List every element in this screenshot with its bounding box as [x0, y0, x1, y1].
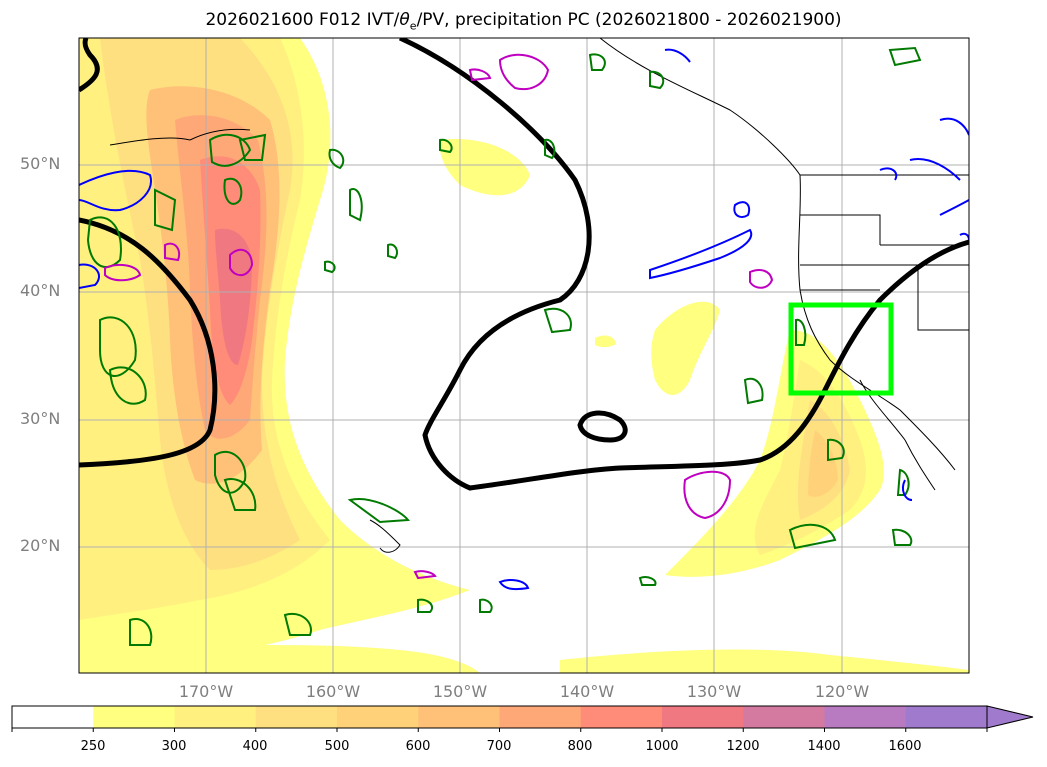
ivt-shading-north — [439, 139, 530, 196]
lat-label-40n: 40°N — [20, 281, 61, 300]
colorbar-tick-label: 1600 — [888, 739, 922, 754]
lon-label-140w: 140°W — [559, 682, 615, 701]
colorbar-segment — [580, 706, 663, 728]
lat-label-30n: 30°N — [20, 409, 61, 428]
map-frame-border — [78, 37, 970, 674]
colorbar-segment — [12, 706, 94, 728]
colorbar — [11, 705, 1034, 732]
colorbar-segment — [662, 706, 744, 728]
colorbar-tick-label: 250 — [80, 739, 106, 754]
colorbar-segment — [93, 706, 175, 728]
lat-label-50n: 50°N — [20, 154, 61, 173]
coastlines — [109, 38, 969, 553]
colorbar-tick-label: 1200 — [726, 739, 760, 754]
lon-label-150w: 150°W — [432, 682, 488, 701]
colorbar-segment — [174, 706, 257, 728]
lon-label-170w: 170°W — [178, 682, 234, 701]
highlight-region-box — [788, 302, 894, 396]
black-contours — [79, 38, 969, 491]
colorbar-segment — [905, 706, 988, 728]
blue-contours — [79, 48, 969, 591]
map-title: 2026021600 F012 IVT/θe/PV, precipitation… — [205, 10, 842, 33]
colorbar-segment — [824, 706, 907, 728]
colorbar-segment — [418, 706, 500, 728]
colorbar-tick-label: 1400 — [807, 739, 841, 754]
colorbar-segment — [743, 706, 825, 728]
colorbar-tick-label: 800 — [567, 739, 593, 754]
magenta-contours — [104, 53, 774, 580]
ivt-shading-west — [79, 38, 480, 673]
colorbar-segment — [499, 706, 582, 728]
colorbar-tick-label: 1000 — [645, 739, 679, 754]
lon-label-130w: 130°W — [686, 682, 742, 701]
lon-label-160w: 160°W — [305, 682, 361, 701]
colorbar-extend-arrow — [986, 705, 1034, 729]
colorbar-tick-label: 500 — [324, 739, 350, 754]
colorbar-tick-label: 700 — [486, 739, 512, 754]
lat-label-20n: 20°N — [20, 536, 61, 555]
lon-label-120w: 120°W — [814, 682, 870, 701]
colorbar-segment — [255, 706, 338, 728]
colorbar-tick-label: 300 — [161, 739, 187, 754]
colorbar-segment — [337, 706, 419, 728]
colorbar-tick-label: 600 — [405, 739, 431, 754]
colorbar-tick-label: 400 — [242, 739, 268, 754]
